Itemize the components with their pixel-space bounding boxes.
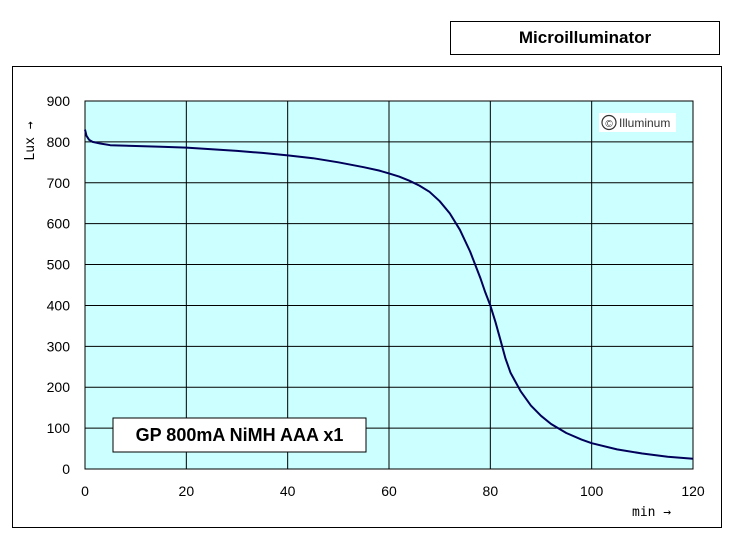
- legend-label: GP 800mA NiMH AAA x1: [136, 425, 344, 445]
- y-axis-label: Lux →: [23, 121, 38, 160]
- x-tick-label-60: 60: [381, 483, 397, 499]
- chart-title-box: Microilluminator: [450, 21, 720, 55]
- x-tick-label-100: 100: [580, 483, 604, 499]
- y-tick-label-400: 400: [47, 297, 71, 313]
- legend-frame: [112, 417, 367, 453]
- plot-border: [84, 100, 694, 470]
- y-tick-label-200: 200: [47, 379, 71, 395]
- copyright-icon: [601, 114, 617, 131]
- watermark-text: Illuminum: [619, 116, 670, 130]
- x-tick-label-20: 20: [179, 483, 195, 499]
- y-tick-label-900: 900: [47, 93, 71, 109]
- y-tick-label-100: 100: [47, 420, 71, 436]
- x-axis-label: min →: [632, 505, 671, 520]
- x-tick-label-120: 120: [681, 483, 705, 499]
- y-tick-label-300: 300: [47, 338, 71, 354]
- watermark: © Illuminum: [599, 113, 676, 132]
- y-tick-label-700: 700: [47, 175, 71, 191]
- x-tick-label-0: 0: [81, 483, 89, 499]
- chart-title: Microilluminator: [518, 28, 652, 47]
- y-tick-label-500: 500: [47, 257, 71, 273]
- y-tick-label-800: 800: [47, 134, 71, 150]
- series-line-0: [84, 129, 694, 460]
- legend-box: GP 800mA NiMH AAA x1: [112, 417, 367, 453]
- watermark-background: [599, 113, 676, 132]
- copyright-symbol: ©: [605, 119, 613, 130]
- y-tick-label-600: 600: [47, 216, 71, 232]
- x-tick-label-80: 80: [483, 483, 499, 499]
- x-tick-label-40: 40: [280, 483, 296, 499]
- y-tick-label-0: 0: [62, 461, 70, 477]
